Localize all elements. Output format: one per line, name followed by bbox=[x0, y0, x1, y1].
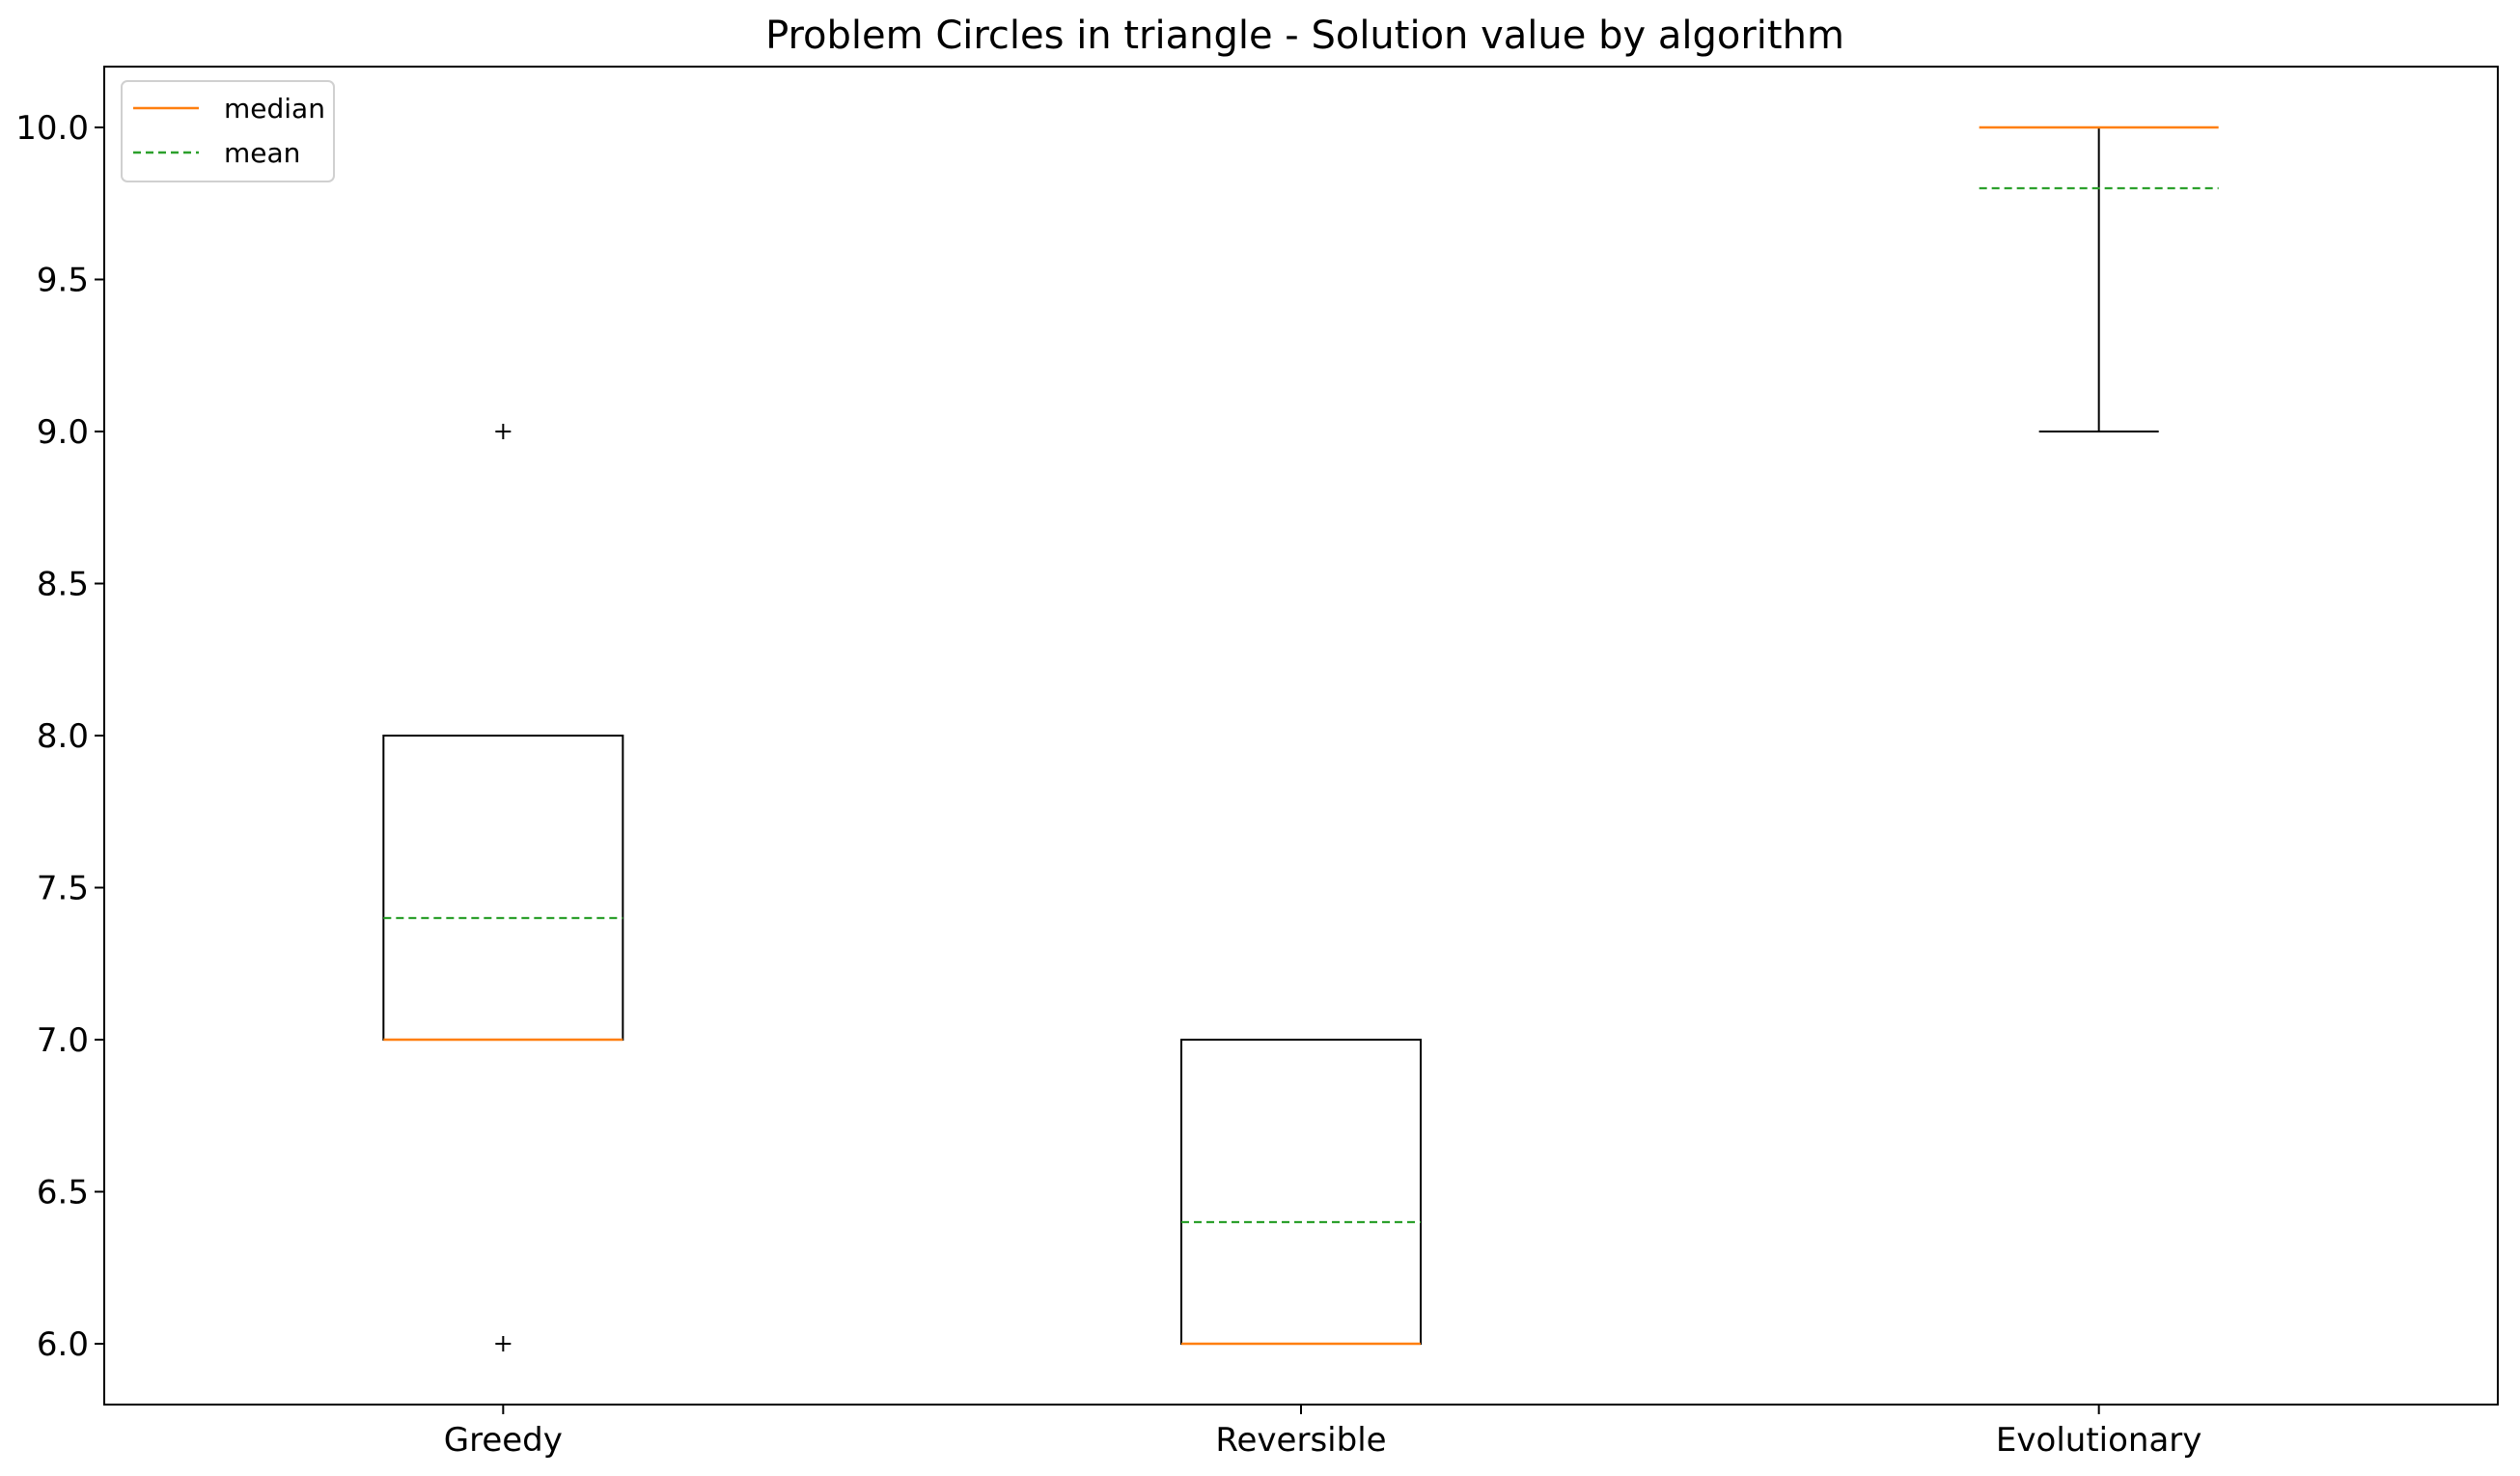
box-body bbox=[1180, 1039, 1422, 1345]
box-group bbox=[1979, 125, 2219, 432]
y-tick-label: 7.5 bbox=[37, 870, 89, 908]
flier-point bbox=[495, 1336, 512, 1351]
y-tick-label: 8.5 bbox=[37, 566, 89, 604]
legend-frame bbox=[121, 80, 335, 182]
box-body bbox=[382, 735, 624, 1041]
legend-median-label: median bbox=[224, 93, 325, 125]
y-axis: 6.0 6.5 7.0 7.5 8.0 8.5 9.0 9.5 10.0 bbox=[15, 109, 104, 1364]
chart-title: Problem Circles in triangle - Solution v… bbox=[765, 14, 1844, 58]
x-tick-label: Greedy bbox=[444, 1421, 563, 1460]
flier-point bbox=[495, 424, 512, 439]
y-tick-label: 9.0 bbox=[37, 413, 89, 452]
y-tick-label: 7.0 bbox=[37, 1021, 89, 1060]
x-axis: Greedy Reversible Evolutionary bbox=[444, 1405, 2202, 1460]
y-tick-label: 6.5 bbox=[37, 1174, 89, 1212]
y-tick-label: 6.0 bbox=[37, 1325, 89, 1364]
legend: median mean bbox=[121, 80, 335, 182]
box-group bbox=[382, 424, 624, 1351]
boxes-layer bbox=[382, 125, 2219, 1351]
x-tick-label: Reversible bbox=[1215, 1421, 1386, 1460]
y-tick-label: 9.5 bbox=[37, 262, 89, 300]
y-tick-label: 8.0 bbox=[37, 717, 89, 756]
box-group bbox=[1180, 1039, 1422, 1346]
legend-mean-label: mean bbox=[224, 137, 300, 169]
y-tick-label: 10.0 bbox=[15, 109, 89, 148]
x-tick-label: Evolutionary bbox=[1996, 1421, 2202, 1460]
